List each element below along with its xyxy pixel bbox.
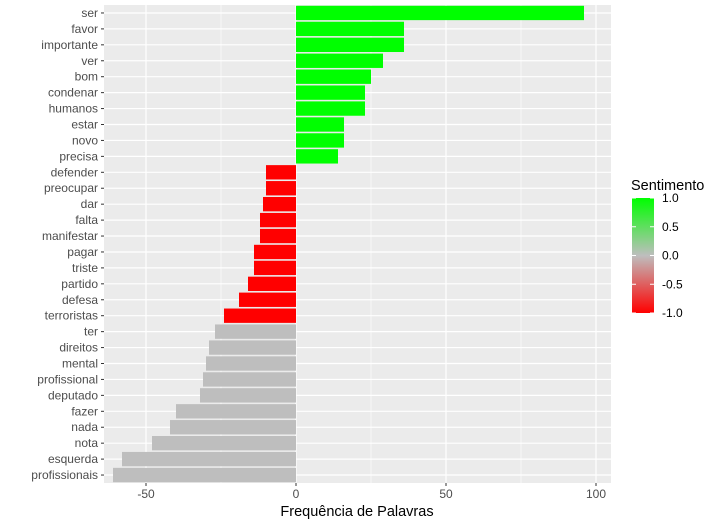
bar-direitos	[209, 340, 296, 355]
y-tick-label: mental	[62, 357, 98, 371]
bars	[113, 5, 584, 483]
bar-condenar	[296, 85, 365, 100]
x-tick-label: 0	[293, 487, 300, 501]
y-tick-label: condenar	[48, 86, 98, 100]
bar-defender	[266, 165, 296, 180]
y-tick-label: defesa	[62, 293, 98, 307]
legend-title: Sentimento	[631, 178, 704, 194]
y-tick-label: pagar	[67, 245, 98, 259]
bar-importante	[296, 37, 404, 53]
legend-label: -1.0	[662, 306, 683, 320]
x-axis-title: Frequência de Palavras	[280, 504, 433, 520]
bar-profissional	[203, 372, 296, 387]
bar-mental	[206, 356, 296, 371]
bar-humanos	[296, 101, 365, 116]
y-tick-label: estar	[71, 118, 98, 132]
bar-pagar	[254, 244, 296, 260]
y-tick-label: dar	[81, 197, 98, 211]
bar-falta	[260, 212, 296, 228]
bar-profissionais	[113, 467, 296, 483]
x-tick-label: 50	[439, 487, 453, 501]
y-tick-label: defender	[51, 165, 98, 179]
x-axis: -50 0 50 100	[137, 483, 606, 501]
plot-panel	[104, 5, 611, 483]
bar-terroristas	[224, 308, 296, 323]
y-tick-label: precisa	[59, 149, 98, 163]
y-tick-label: falta	[75, 213, 98, 227]
bar-estar	[296, 117, 344, 132]
bar-novo	[296, 133, 344, 148]
y-tick-label: partido	[61, 277, 98, 291]
x-tick-label: 100	[586, 487, 606, 501]
bar-manifestar	[260, 228, 296, 244]
bar-fazer	[176, 404, 296, 419]
y-tick-label: manifestar	[42, 229, 98, 243]
y-axis: ser favor importante ver bom condenar humanos e…	[31, 6, 104, 482]
y-tick-label: profissional	[37, 372, 98, 386]
y-tick-label: nota	[75, 436, 99, 450]
bar-nota	[152, 435, 296, 451]
bar-ter	[215, 324, 296, 339]
y-tick-label: fazer	[71, 404, 98, 418]
y-tick-label: terroristas	[45, 309, 98, 323]
bar-triste	[254, 260, 296, 276]
x-tick-label: -50	[137, 487, 155, 501]
y-tick-label: bom	[75, 70, 98, 84]
bar-bom	[296, 69, 371, 84]
bar-favor	[296, 21, 404, 37]
bar-precisa	[296, 149, 338, 164]
y-tick-label: direitos	[59, 341, 98, 355]
legend-label: -0.5	[662, 277, 683, 291]
y-tick-label: preocupar	[44, 181, 98, 195]
bar-ser	[296, 5, 584, 21]
y-tick-label: nada	[71, 420, 98, 434]
y-tick-label: novo	[72, 133, 98, 147]
y-tick-label: favor	[71, 22, 98, 36]
legend-label: 0.0	[662, 249, 679, 263]
y-tick-label: triste	[72, 261, 98, 275]
bar-preocupar	[266, 181, 296, 196]
bar-partido	[248, 276, 296, 292]
y-tick-label: ser	[81, 6, 98, 20]
y-tick-label: profissionais	[31, 468, 98, 482]
y-tick-label: importante	[41, 38, 98, 52]
legend-colorbar	[632, 198, 654, 313]
bar-nada	[170, 420, 296, 435]
bar-ver	[296, 53, 383, 68]
y-tick-label: humanos	[49, 102, 98, 116]
bar-esquerda	[122, 451, 296, 467]
bar-deputado	[200, 388, 296, 403]
y-tick-label: ver	[81, 54, 98, 68]
y-tick-label: deputado	[48, 388, 98, 402]
legend: Sentimento 1.0 0.5 0.0 -0.5 -1.0	[631, 178, 704, 320]
bar-dar	[263, 196, 296, 212]
y-tick-label: esquerda	[48, 452, 98, 466]
bar-defesa	[239, 292, 296, 307]
y-tick-label: ter	[84, 325, 98, 339]
legend-label: 1.0	[662, 191, 679, 205]
legend-label: 0.5	[662, 220, 679, 234]
